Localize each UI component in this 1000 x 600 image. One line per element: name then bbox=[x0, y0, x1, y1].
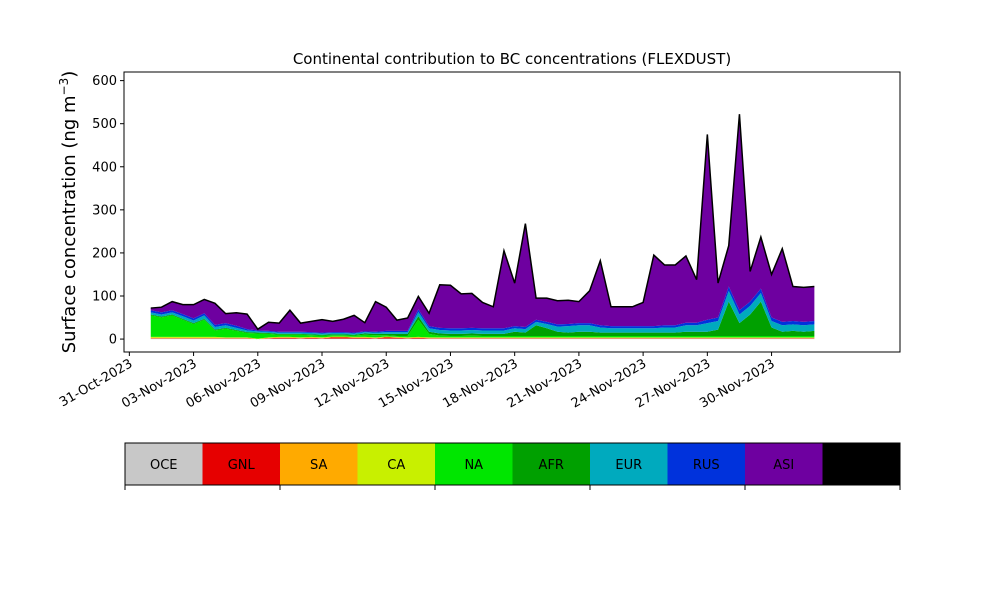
legend-swatch-oce bbox=[125, 443, 203, 485]
area-ca bbox=[150, 336, 815, 340]
area-sa bbox=[150, 336, 815, 340]
legend-swatch-afr bbox=[512, 443, 591, 485]
y-tick-label: 200 bbox=[92, 246, 117, 261]
x-axis: 31-Oct-202303-Nov-202306-Nov-202309-Nov-… bbox=[57, 352, 778, 411]
y-axis-label-exponent: −3 bbox=[57, 78, 71, 96]
legend: OCE GNL SA CA NA AFR EUR RUS ASI AUS bbox=[124, 442, 901, 490]
legend-label-aus: AUS bbox=[848, 458, 875, 473]
legend-label-eur: EUR bbox=[615, 458, 642, 473]
legend-swatch-asi bbox=[745, 443, 823, 485]
legend-label-oce: OCE bbox=[150, 458, 178, 473]
legend-frame bbox=[124, 442, 901, 486]
y-axis: 0 100 200 300 400 500 600 bbox=[92, 74, 124, 348]
total-outline bbox=[150, 114, 815, 331]
y-axis-label-main: Surface concentration (ng m bbox=[59, 95, 80, 353]
legend-label-rus: RUS bbox=[693, 458, 720, 473]
legend-swatch-aus bbox=[822, 443, 901, 485]
area-afr bbox=[150, 301, 815, 337]
legend-label-na: NA bbox=[464, 458, 483, 473]
legend-swatch-rus bbox=[667, 443, 746, 485]
legend-label-ca: CA bbox=[387, 458, 405, 473]
legend-label-gnl: GNL bbox=[228, 458, 256, 473]
area-asi bbox=[150, 114, 815, 333]
y-tick-label: 0 bbox=[109, 333, 117, 348]
y-tick-label: 500 bbox=[92, 117, 117, 132]
legend-swatch-sa bbox=[280, 443, 358, 485]
y-tick-label: 300 bbox=[92, 203, 117, 218]
y-tick-label: 100 bbox=[92, 290, 117, 305]
y-axis-label-close: ) bbox=[59, 71, 80, 78]
legend-swatch-ca bbox=[357, 443, 436, 485]
y-tick-label: 600 bbox=[92, 74, 117, 89]
legend-swatch-eur bbox=[590, 443, 668, 485]
legend-swatch-na bbox=[435, 443, 513, 485]
legend-label-asi: ASI bbox=[773, 458, 794, 473]
y-axis-label: Surface concentration (ng m−3) bbox=[57, 71, 80, 354]
stacked-areas bbox=[150, 114, 815, 340]
plot-frame bbox=[123, 71, 901, 353]
chart-title: Continental contribution to BC concentra… bbox=[293, 50, 731, 68]
area-na bbox=[150, 315, 815, 339]
legend-swatch-gnl bbox=[202, 443, 281, 485]
y-tick-label: 400 bbox=[92, 160, 117, 175]
legend-label-sa: SA bbox=[310, 458, 327, 473]
legend-label-afr: AFR bbox=[539, 458, 564, 473]
